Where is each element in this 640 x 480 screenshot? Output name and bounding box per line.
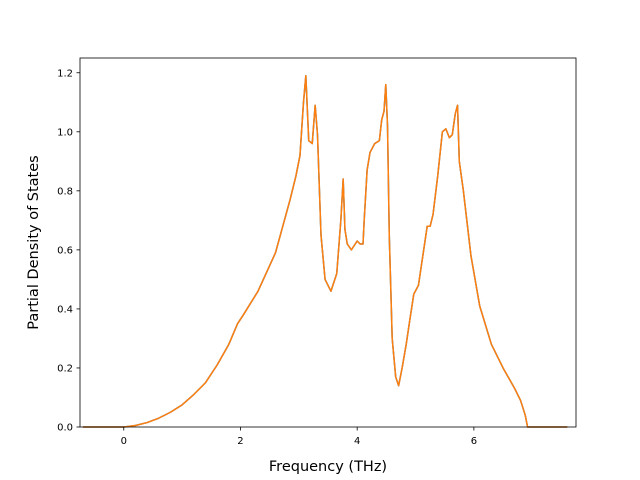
y-axis-label: Partial Density of States bbox=[26, 155, 42, 329]
series-line-1 bbox=[82, 74, 568, 428]
y-tick-label: 0.6 bbox=[57, 245, 73, 256]
plot-area bbox=[80, 58, 576, 427]
y-tick-label: 0.2 bbox=[57, 363, 73, 374]
y-tick-label: 1.0 bbox=[57, 127, 73, 138]
x-tick-label: 0 bbox=[121, 436, 127, 447]
x-tick-label: 2 bbox=[237, 436, 243, 447]
plot-frame bbox=[79, 57, 577, 428]
y-tick-label: 0.4 bbox=[57, 304, 73, 315]
y-tick-label: 0.0 bbox=[57, 423, 73, 434]
x-tick-label: 6 bbox=[471, 436, 477, 447]
y-tick-label: 0.8 bbox=[57, 186, 73, 197]
series-layer bbox=[82, 74, 568, 428]
tick-layer: 0 2 4 6 0.0 0.2 0.4 0.6 0.8 1.0 1.2 bbox=[57, 68, 477, 447]
x-tick-label: 4 bbox=[354, 436, 360, 447]
x-axis-label: Frequency (THz) bbox=[269, 459, 387, 475]
y-tick-label: 1.2 bbox=[57, 68, 73, 79]
